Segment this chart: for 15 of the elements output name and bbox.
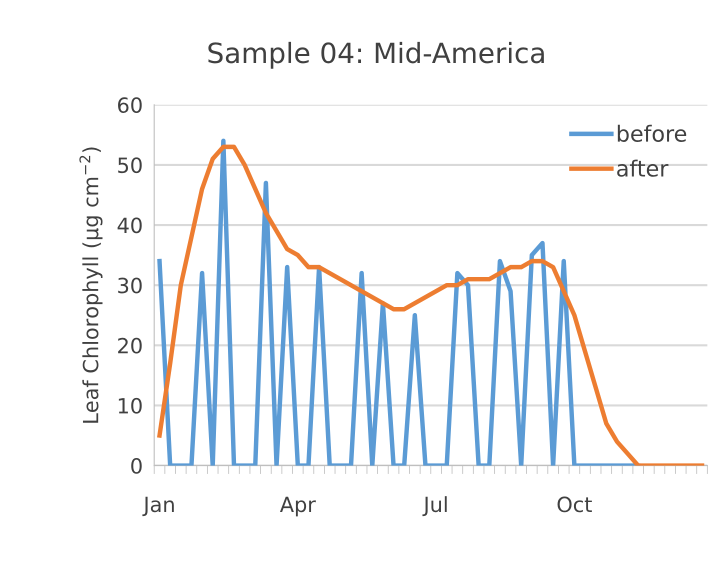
x-tick-label: Jul xyxy=(422,496,447,516)
y-tick-label: 50 xyxy=(118,157,142,174)
y-tick-label: 10 xyxy=(118,398,142,414)
y-axis-title: Leaf Chlorophyll (μg cm$^{−2}$) xyxy=(79,147,102,423)
legend-label: after xyxy=(617,160,668,177)
y-tick-label: 30 xyxy=(118,278,142,294)
x-tick-label: Apr xyxy=(280,496,316,516)
y-tick-label: 0 xyxy=(131,458,142,474)
chart-title: Sample 04: Mid-America xyxy=(208,42,544,69)
y-tick-label: 20 xyxy=(118,338,142,354)
x-tick-label: Oct xyxy=(558,496,592,512)
x-tick-label: Jan xyxy=(142,496,174,516)
legend-label: before xyxy=(618,124,686,142)
y-tick-label: 60 xyxy=(118,97,142,113)
y-tick-label: 40 xyxy=(118,217,142,234)
